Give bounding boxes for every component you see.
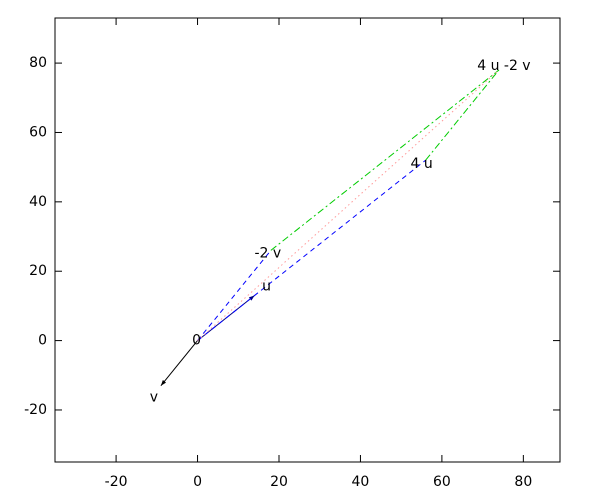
x-tick-label: -20 <box>105 474 128 490</box>
x-tick-label: 60 <box>433 474 451 490</box>
x-tick-label: 20 <box>270 474 288 490</box>
y-tick-label: 40 <box>29 194 47 210</box>
y-tick-label: 80 <box>29 55 47 71</box>
y-tick-label: 60 <box>29 124 47 140</box>
x-tick-label: 40 <box>352 474 370 490</box>
vector-line <box>160 340 198 387</box>
y-tick-label: -20 <box>24 402 47 418</box>
vector-line <box>197 159 426 341</box>
vector-line <box>425 69 500 161</box>
x-tick-label: 0 <box>193 474 202 490</box>
point-label: 4 u <box>410 156 432 172</box>
vector-line <box>197 250 272 341</box>
point-label: 4 u -2 v <box>477 58 530 74</box>
arrow-head <box>248 295 255 301</box>
x-tick-label: 80 <box>514 474 532 490</box>
point-label: -2 v <box>254 245 281 261</box>
point-label: v <box>150 390 158 406</box>
arrow-head <box>160 380 167 386</box>
y-tick-label: 20 <box>29 263 47 279</box>
point-label: 0 <box>192 333 201 349</box>
y-tick-label: 0 <box>38 333 47 349</box>
vector-line <box>270 69 500 251</box>
point-label: u <box>262 279 271 295</box>
plot-frame <box>54 17 561 463</box>
vector-line <box>197 69 500 341</box>
